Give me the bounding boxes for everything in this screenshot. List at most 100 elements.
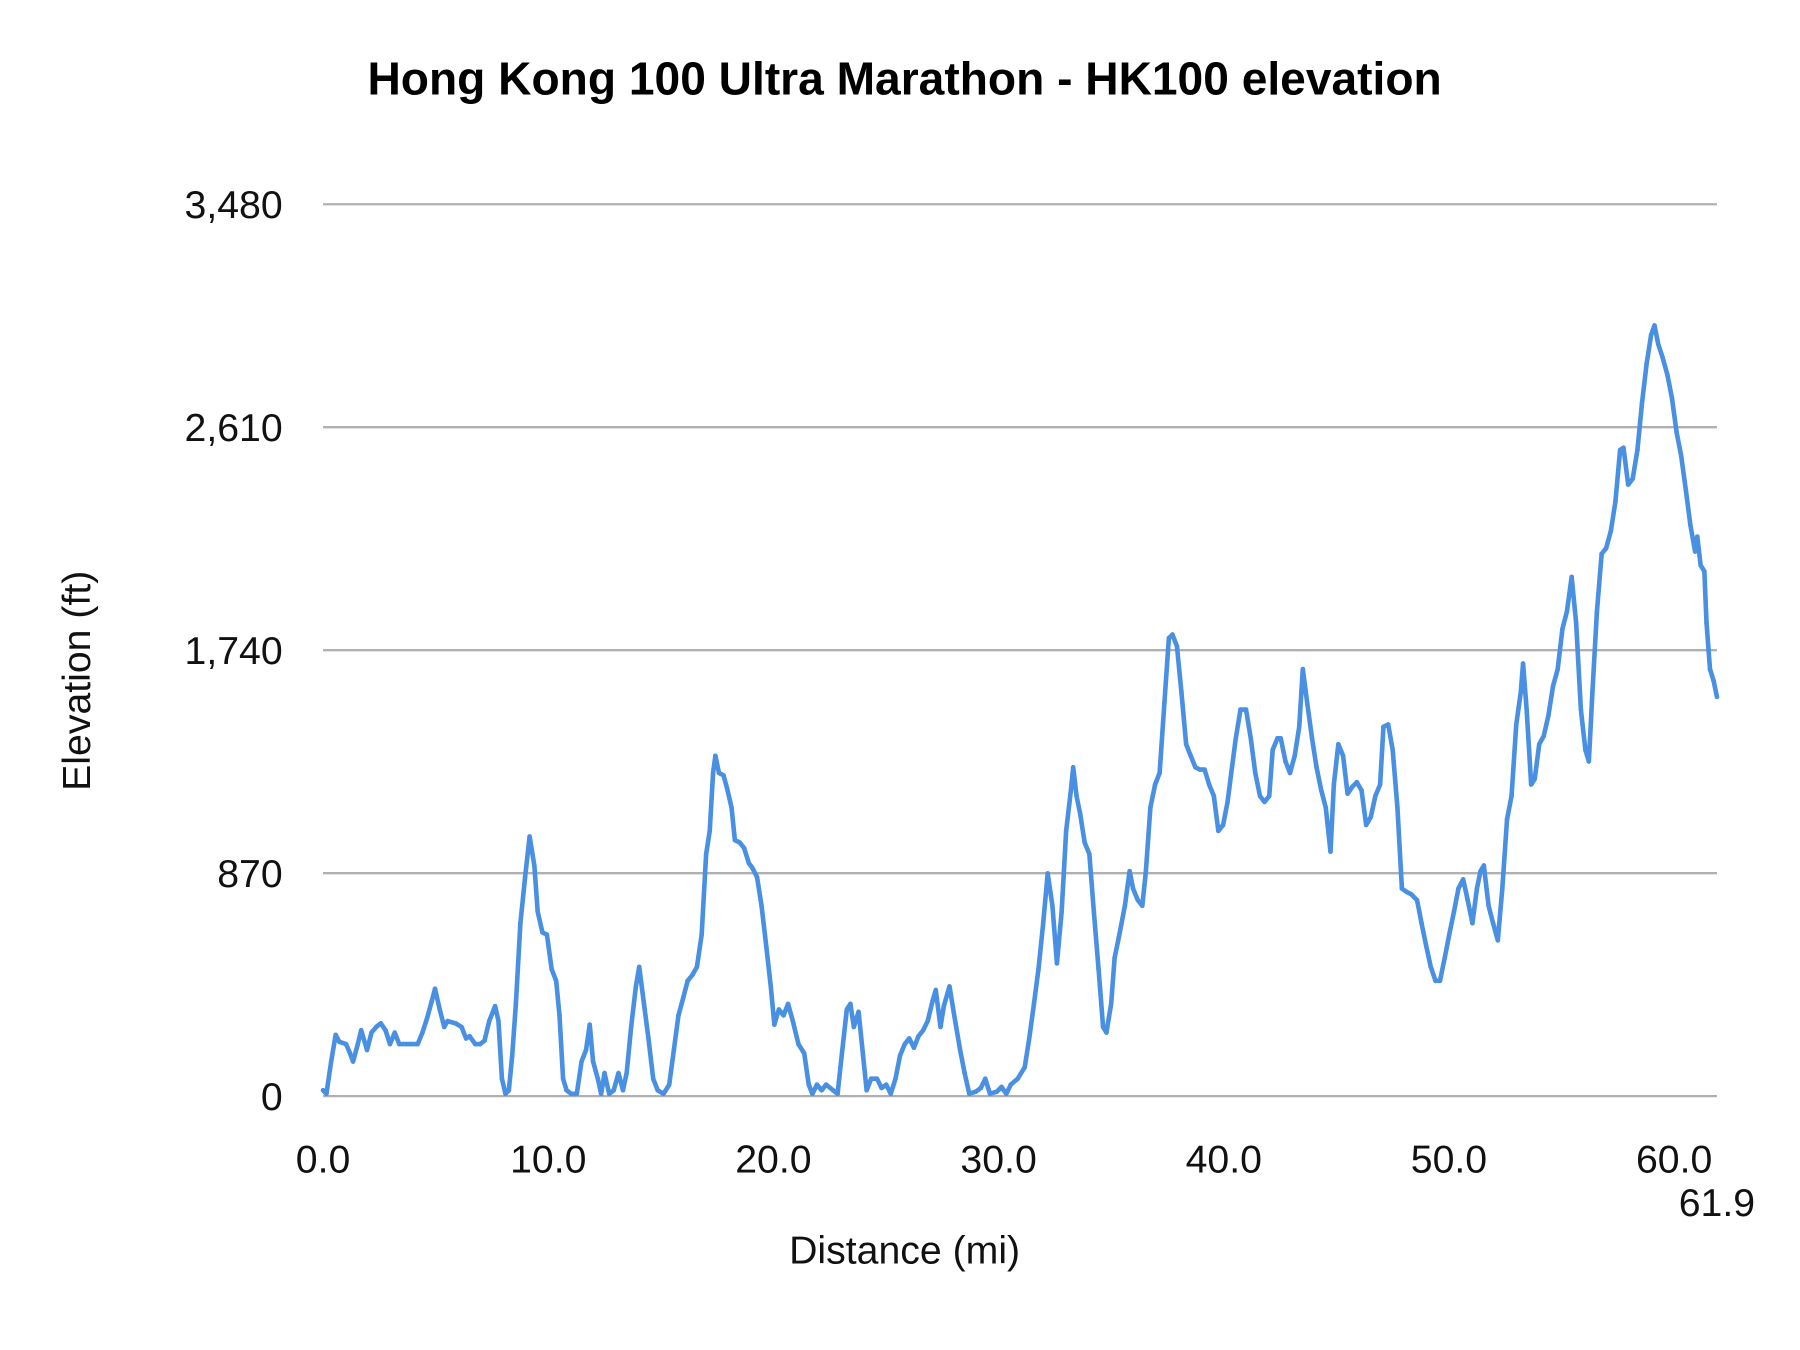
data-point (806, 1082, 812, 1087)
data-point (864, 1087, 869, 1093)
data-point (835, 1091, 840, 1097)
data-point (1063, 828, 1069, 834)
data-point (1660, 355, 1665, 361)
data-point (1456, 886, 1461, 891)
data-point (1087, 851, 1092, 857)
data-point (1702, 568, 1707, 574)
data-point (893, 1076, 898, 1082)
data-point (1233, 736, 1239, 741)
data-point (680, 995, 686, 1001)
x-tick-label: 40.0 (1186, 1137, 1262, 1181)
data-point (1674, 430, 1679, 435)
y-tick-label: 870 (217, 852, 282, 896)
data-point (606, 1091, 612, 1097)
data-point (978, 1085, 984, 1091)
chart-title: Hong Kong 100 Ultra Marathon - HK100 ele… (367, 53, 1441, 105)
data-point (1698, 563, 1704, 568)
data-point (1283, 759, 1288, 764)
data-point (628, 1024, 634, 1030)
data-point (957, 1047, 963, 1053)
data-point (776, 1007, 782, 1012)
data-point (1613, 499, 1618, 505)
data-point (1688, 522, 1693, 528)
data-point (1678, 453, 1684, 458)
data-point (1305, 701, 1310, 707)
data-point (941, 1003, 947, 1009)
data-point (1608, 528, 1614, 534)
data-point (602, 1070, 607, 1076)
data-point (967, 1091, 972, 1097)
data-point (1594, 609, 1600, 614)
data-point (1707, 666, 1713, 672)
data-point (1130, 886, 1136, 891)
data-point (509, 1053, 515, 1058)
data-point (1127, 868, 1132, 874)
data-point (962, 1070, 967, 1076)
data-point (1036, 966, 1041, 972)
data-point (1500, 886, 1505, 891)
data-point (1655, 341, 1661, 347)
data-point (1408, 891, 1414, 897)
data-point (477, 1041, 483, 1047)
x-tick-label: 50.0 (1411, 1137, 1487, 1181)
data-point (1635, 447, 1640, 453)
data-point (856, 1009, 861, 1015)
data-point (710, 770, 716, 776)
data-point (906, 1036, 912, 1041)
data-point (1390, 747, 1395, 753)
data-point (333, 1032, 338, 1038)
data-point (987, 1091, 993, 1097)
data-point (851, 1024, 857, 1030)
data-point (445, 1018, 450, 1024)
data-point (1188, 753, 1193, 759)
data-point (1524, 707, 1529, 712)
x-tick-label: 61.9 (1679, 1181, 1755, 1225)
data-point (1340, 753, 1346, 759)
data-point (557, 1013, 562, 1018)
data-point (1157, 770, 1162, 776)
data-point (902, 1041, 908, 1047)
data-point (1354, 779, 1360, 785)
data-point (459, 1024, 464, 1030)
data-point (1022, 1064, 1028, 1070)
data-point (1385, 722, 1391, 727)
data-point (1116, 932, 1122, 937)
data-point (1287, 770, 1293, 776)
data-point (1433, 978, 1438, 984)
data-point (506, 1087, 512, 1093)
data-point (633, 984, 639, 989)
data-point (1621, 445, 1626, 451)
data-point (392, 1030, 397, 1035)
data-point (973, 1089, 979, 1094)
data-point (1363, 822, 1369, 828)
data-point (429, 999, 434, 1004)
data-point (641, 1001, 647, 1007)
data-point (1470, 920, 1475, 926)
data-point (1381, 724, 1386, 730)
data-point (1096, 966, 1101, 972)
data-point (1148, 805, 1153, 810)
data-point (560, 1076, 566, 1082)
data-point (350, 1059, 356, 1064)
data-point (938, 1024, 943, 1030)
data-point (624, 1070, 629, 1076)
x-axis-ticks: 0.0 10.0 20.0 30.0 40.0 50.0 60.061.9 (296, 1137, 1755, 1225)
data-point (1532, 776, 1538, 782)
data-point (1578, 707, 1584, 712)
data-point (503, 1091, 508, 1097)
data-point (1174, 643, 1180, 649)
data-point (840, 1047, 845, 1053)
data-point (453, 1021, 459, 1026)
data-point (1665, 372, 1670, 378)
data-point (1518, 689, 1524, 695)
data-point (1068, 788, 1074, 793)
data-point (424, 1016, 430, 1022)
data-point (378, 1021, 384, 1026)
data-point (437, 1007, 443, 1012)
data-point (1077, 811, 1083, 816)
data-point (549, 966, 554, 972)
gridlines (323, 203, 1717, 1098)
data-point (564, 1087, 569, 1093)
x-axis-label: Distance (mi) (789, 1228, 1020, 1272)
data-point (1465, 897, 1470, 903)
